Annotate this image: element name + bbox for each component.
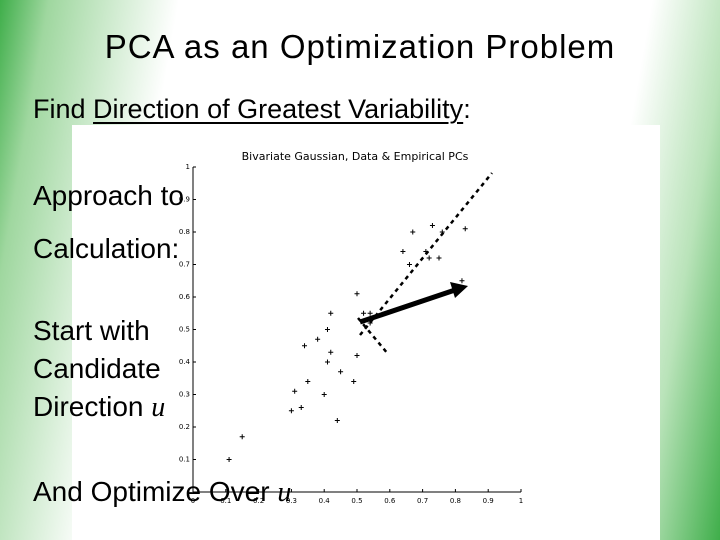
x-tick-label: 0.7 (417, 497, 428, 505)
line-text: Direction (33, 391, 152, 422)
heading-suffix: : (463, 94, 471, 124)
data-point (439, 229, 445, 235)
y-tick-label: 0.6 (179, 293, 191, 301)
slide-title: PCA as an Optimization Problem (104, 28, 616, 65)
data-point (429, 223, 435, 228)
data-point (400, 249, 406, 254)
variable: u (277, 477, 292, 508)
data-point (459, 278, 465, 284)
data-point (436, 255, 442, 261)
x-tick-label: 0.5 (351, 497, 362, 505)
data-point (239, 434, 245, 440)
y-tick-label: 0.1 (179, 456, 190, 464)
x-tick-label: 0.4 (319, 497, 331, 505)
y-tick-label: 0.5 (179, 326, 190, 334)
bullet-line: Candidate (33, 353, 161, 385)
data-point (354, 291, 360, 297)
y-tick-label: 1 (186, 163, 190, 171)
figure-background (72, 125, 660, 540)
data-point (302, 343, 308, 349)
figure-title: Bivariate Gaussian, Data & Empirical PCs (242, 150, 469, 163)
y-tick-label: 0.8 (179, 228, 190, 236)
data-point (367, 310, 373, 316)
bullet-line: Approach to (33, 180, 184, 212)
bullet-line: And Optimize Over u (33, 476, 291, 509)
bullet-line: Start with (33, 315, 150, 347)
heading: Find Direction of Greatest Variability: (33, 94, 471, 125)
line-text: Calculation: (33, 233, 180, 264)
y-tick-label: 0.3 (179, 391, 190, 399)
arrow-head (450, 282, 468, 298)
heading-prefix: Find (33, 94, 94, 124)
data-point (328, 310, 334, 316)
x-tick-label: 0.8 (450, 497, 461, 505)
x-tick-label: 1 (519, 497, 523, 505)
data-point (334, 418, 340, 423)
line-text: Start with (33, 315, 150, 346)
direction-arrow (359, 287, 456, 325)
x-tick-label: 0.6 (384, 497, 396, 505)
data-point (367, 320, 373, 326)
data-point (410, 229, 416, 235)
data-point (351, 379, 357, 384)
x-tick-label: 0.9 (483, 497, 494, 505)
y-tick-label: 0.2 (179, 423, 190, 431)
x-tick-label: 0.3 (286, 497, 297, 505)
variable: u (151, 392, 166, 423)
bullet-line: Calculation: (33, 233, 179, 265)
line-text: Candidate (33, 353, 161, 384)
data-point (288, 408, 294, 414)
x-tick-label: 0.1 (220, 497, 231, 505)
x-tick-label: 0 (191, 497, 195, 505)
data-point (423, 249, 429, 254)
line-text: And Optimize Over (33, 476, 278, 507)
data-point (305, 379, 311, 384)
data-point (292, 388, 298, 394)
data-point (361, 310, 367, 316)
y-tick-label: 0.4 (179, 358, 191, 366)
data-point (226, 457, 232, 462)
heading-underlined: Direction of Greatest Variability (93, 94, 464, 124)
data-point (298, 405, 304, 410)
data-point (338, 369, 344, 375)
x-tick-label: 0.2 (253, 497, 264, 505)
data-point (324, 359, 330, 365)
data-point (426, 255, 432, 261)
data-point (354, 353, 360, 358)
y-tick-label: 0.9 (179, 196, 190, 204)
data-point (315, 336, 321, 342)
data-point (462, 226, 468, 232)
data-point (321, 392, 327, 397)
data-point (406, 262, 412, 267)
y-tick-label: 0.7 (179, 261, 190, 269)
line-text: Approach to (33, 180, 184, 211)
data-point (328, 349, 334, 355)
data-point (324, 327, 330, 332)
bullet-line: Direction u (33, 391, 165, 424)
